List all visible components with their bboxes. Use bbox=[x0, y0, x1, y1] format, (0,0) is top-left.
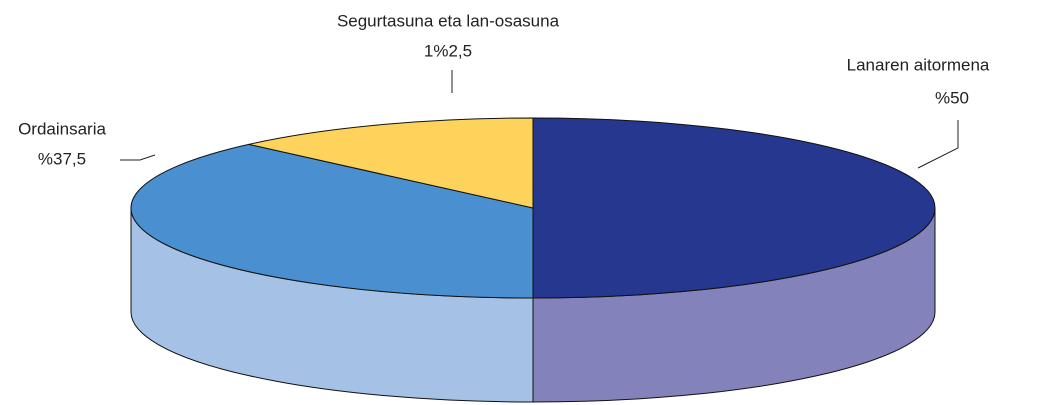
slice-value-label: %50 bbox=[935, 88, 969, 107]
slice-value-label: 1%2,5 bbox=[424, 41, 472, 60]
slice bbox=[248, 117, 534, 209]
leader-line bbox=[917, 120, 959, 169]
slice bbox=[532, 117, 936, 299]
slice-value-label: %37,5 bbox=[38, 149, 86, 168]
slice bbox=[130, 143, 534, 299]
slice-label: Lanaren aitormena bbox=[847, 55, 990, 74]
slice-label: Ordainsaria bbox=[18, 119, 106, 138]
slice-label: Segurtasuna eta lan-osasuna bbox=[337, 11, 560, 30]
leader-line bbox=[120, 154, 156, 161]
